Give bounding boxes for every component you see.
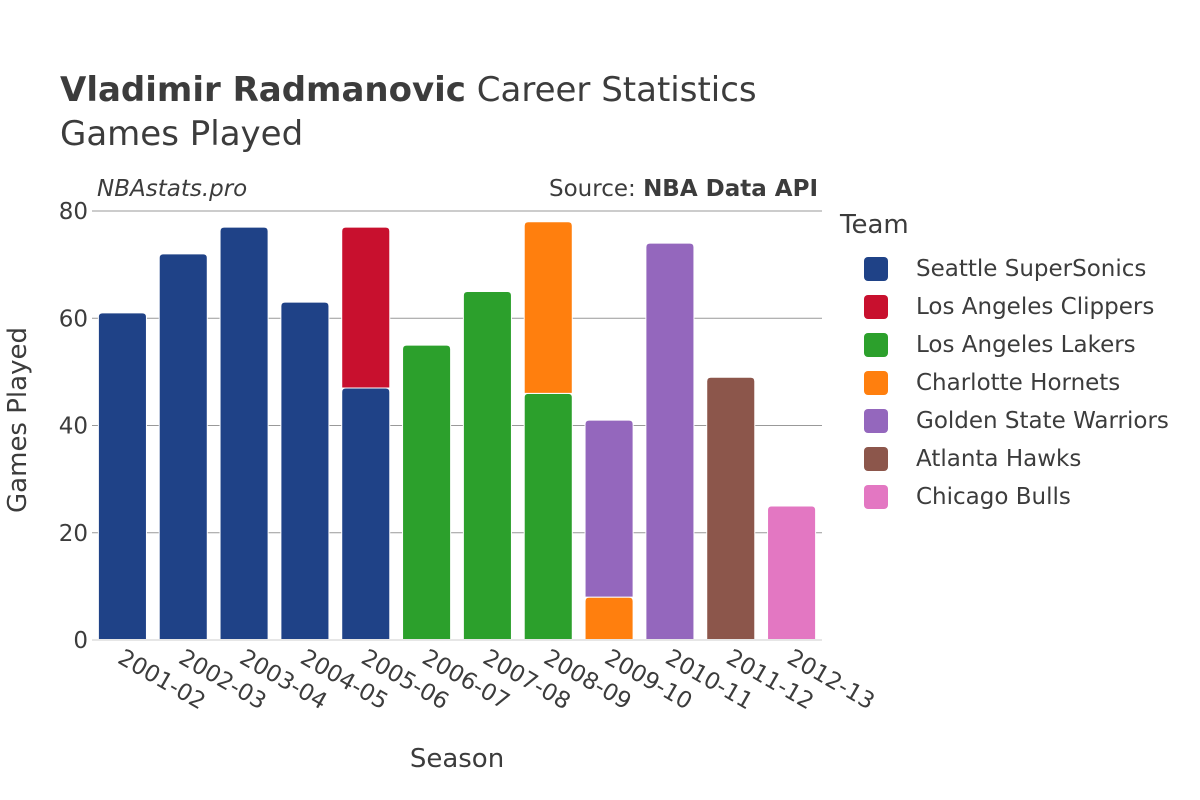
bar-segment	[767, 505, 817, 641]
legend-swatch	[864, 409, 888, 433]
chart-subtitle: Games Played	[60, 114, 304, 154]
legend-label: Los Angeles Lakers	[916, 332, 1136, 358]
y-tick-label: 20	[59, 521, 88, 547]
legend: Seattle SuperSonics Los Angeles Clippers L…	[864, 250, 1169, 516]
legend-label: Golden State Warriors	[916, 408, 1169, 434]
legend-label: Los Angeles Clippers	[916, 294, 1155, 320]
watermark: NBAstats.pro	[97, 176, 248, 202]
legend-item[interactable]: Golden State Warriors	[864, 402, 1169, 440]
bar-segment	[584, 419, 634, 598]
y-tick-label: 80	[59, 199, 88, 225]
legend-swatch	[864, 447, 888, 471]
bar-segment	[341, 226, 391, 389]
legend-swatch	[864, 295, 888, 319]
y-tick-label: 0	[73, 628, 88, 654]
bar-segment	[584, 596, 634, 641]
bar-segment	[523, 221, 573, 394]
bar-segment	[462, 290, 512, 641]
y-axis-label: Games Played	[3, 327, 33, 513]
bar-segment	[523, 392, 573, 641]
y-tick-label: 60	[59, 306, 88, 332]
chart-title: Vladimir Radmanovic Career Statistics	[60, 68, 757, 112]
bar-segment	[645, 242, 695, 641]
source-name: NBA Data API	[643, 176, 818, 202]
legend-item[interactable]: Seattle SuperSonics	[864, 250, 1169, 288]
title-rest: Career Statistics	[476, 70, 757, 110]
source-prefix: Source:	[549, 176, 644, 202]
legend-item[interactable]: Los Angeles Clippers	[864, 288, 1169, 326]
legend-swatch	[864, 333, 888, 357]
legend-swatch	[864, 485, 888, 509]
bar-segment	[706, 376, 756, 641]
bar-segment	[341, 387, 391, 641]
legend-swatch	[864, 257, 888, 281]
legend-label: Atlanta Hawks	[916, 446, 1082, 472]
legend-label: Seattle SuperSonics	[916, 256, 1147, 282]
bar-segment	[402, 344, 452, 641]
legend-label: Charlotte Hornets	[916, 370, 1121, 396]
legend-label: Chicago Bulls	[916, 484, 1071, 510]
bar-segment	[158, 253, 208, 641]
bar-segment	[97, 312, 147, 641]
bar-segment	[219, 226, 269, 641]
x-axis-label: Season	[409, 744, 505, 774]
legend-item[interactable]: Atlanta Hawks	[864, 440, 1169, 478]
y-tick-label: 40	[59, 414, 88, 440]
legend-item[interactable]: Chicago Bulls	[864, 478, 1169, 516]
legend-swatch	[864, 371, 888, 395]
legend-item[interactable]: Charlotte Hornets	[864, 364, 1169, 402]
legend-title: Team	[840, 210, 909, 240]
bar-segment	[280, 301, 330, 641]
title-player-name: Vladimir Radmanovic	[60, 70, 466, 110]
legend-item[interactable]: Los Angeles Lakers	[864, 326, 1169, 364]
source-credit: Source: NBA Data API	[549, 176, 818, 202]
